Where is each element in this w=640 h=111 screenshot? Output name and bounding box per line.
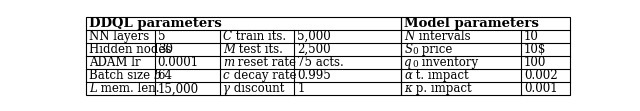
Text: ADAM lr: ADAM lr xyxy=(89,56,141,69)
Text: Hidden nodes: Hidden nodes xyxy=(89,43,172,56)
Text: decay rate: decay rate xyxy=(230,69,296,82)
Text: 0.001: 0.001 xyxy=(524,82,557,95)
Text: DDQL parameters: DDQL parameters xyxy=(89,17,221,30)
Text: M: M xyxy=(223,43,235,56)
Bar xyxy=(401,17,570,95)
Text: 0.002: 0.002 xyxy=(524,69,557,82)
Text: discount: discount xyxy=(230,82,284,95)
Text: L: L xyxy=(89,82,97,95)
Text: mem. len.: mem. len. xyxy=(97,82,159,95)
Text: q: q xyxy=(404,56,412,69)
Text: N: N xyxy=(404,30,415,43)
Text: 0.0001: 0.0001 xyxy=(157,56,199,69)
Text: c: c xyxy=(223,69,230,82)
Text: train its.: train its. xyxy=(232,30,286,43)
Text: m: m xyxy=(223,56,234,69)
Text: p. impact: p. impact xyxy=(412,82,472,95)
Text: 0: 0 xyxy=(412,60,418,69)
Text: intervals: intervals xyxy=(415,30,470,43)
Text: S: S xyxy=(404,43,412,56)
Text: 10$: 10$ xyxy=(524,43,547,56)
Bar xyxy=(86,17,401,95)
Text: κ: κ xyxy=(404,82,412,95)
Text: reset rate: reset rate xyxy=(234,56,296,69)
Text: 64: 64 xyxy=(157,69,173,82)
Text: 5,000: 5,000 xyxy=(297,30,331,43)
Text: t. impact: t. impact xyxy=(412,69,469,82)
Text: 15,000: 15,000 xyxy=(157,82,199,95)
Text: Model parameters: Model parameters xyxy=(404,17,540,30)
Text: 10: 10 xyxy=(524,30,539,43)
Text: 2,500: 2,500 xyxy=(297,43,331,56)
Text: 100: 100 xyxy=(524,56,547,69)
Text: γ: γ xyxy=(223,82,230,95)
Text: Batch size: Batch size xyxy=(89,69,154,82)
Text: inventory: inventory xyxy=(418,56,477,69)
Text: 5: 5 xyxy=(157,30,165,43)
Text: price: price xyxy=(418,43,452,56)
Text: b: b xyxy=(154,69,161,82)
Text: test its.: test its. xyxy=(235,43,283,56)
Text: 1: 1 xyxy=(297,82,305,95)
Text: α: α xyxy=(404,69,412,82)
Text: 0: 0 xyxy=(412,47,418,56)
Text: NN layers: NN layers xyxy=(89,30,149,43)
Text: 30: 30 xyxy=(157,43,173,56)
Text: 75 acts.: 75 acts. xyxy=(297,56,344,69)
Text: 0.995: 0.995 xyxy=(297,69,331,82)
Text: C: C xyxy=(223,30,232,43)
